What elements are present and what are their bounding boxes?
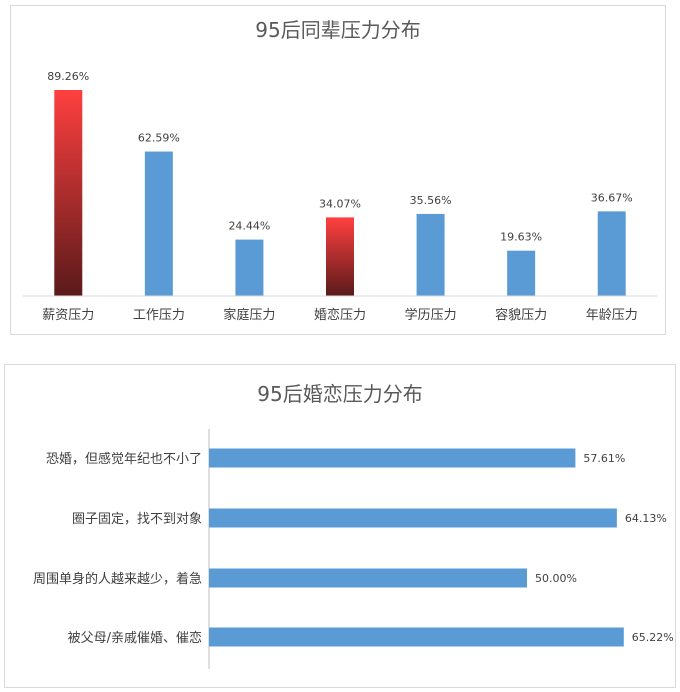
x-tick-label: 容貌压力 (495, 307, 547, 323)
bar (326, 217, 354, 296)
bar (209, 508, 617, 528)
data-label: 36.67% (591, 191, 633, 204)
marriage-pressure-plot: 57.61% 恐婚，但感觉年纪也不小了 64.13% 圈子固定，找不到对象 50.00%… (33, 429, 674, 669)
marriage-pressure-chart: 95后婚恋压力分布 57.61% 恐婚，但感觉年纪也不小了 64.13% 圈子固定，找… (4, 364, 676, 688)
bar (54, 90, 83, 296)
bar (597, 211, 626, 296)
bar (209, 568, 527, 588)
x-tick-label: 婚恋压力 (314, 307, 366, 323)
x-tick-label: 工作压力 (133, 308, 185, 323)
data-label: 50.00% (535, 572, 577, 585)
data-label: 24.44% (228, 220, 270, 233)
bar (144, 151, 173, 296)
data-label: 35.56% (410, 194, 452, 207)
data-label: 34.07% (319, 197, 361, 210)
y-tick-label: 被父母/亲戚催婚、催恋 (68, 630, 202, 646)
peer-pressure-chart: 95后同辈压力分布 89.26% 薪资压力 62.59% 工作压力 24.44% 家庭压力… (10, 5, 666, 335)
x-tick-label: 薪资压力 (42, 308, 94, 323)
y-tick-label: 恐婚，但感觉年纪也不小了 (46, 451, 202, 467)
data-label: 19.63% (500, 231, 542, 244)
chart-title: 95后同辈压力分布 (255, 18, 421, 42)
data-label: 64.13% (625, 512, 667, 525)
y-tick-label: 圈子固定，找不到对象 (72, 512, 202, 527)
bar (209, 448, 576, 468)
bar (235, 239, 264, 296)
chart-title: 95后婚恋压力分布 (257, 382, 423, 406)
x-tick-label: 家庭压力 (223, 307, 275, 323)
data-label: 62.59% (138, 132, 180, 145)
data-label: 65.22% (632, 631, 674, 644)
bar (416, 213, 445, 296)
x-tick-label: 学历压力 (405, 307, 457, 323)
y-tick-label: 周围单身的人越来越少，着急 (33, 571, 202, 587)
peer-pressure-plot: 89.26% 薪资压力 62.59% 工作压力 24.44% 家庭压力 34.07% 婚恋压力… (23, 70, 657, 323)
x-tick-label: 年龄压力 (586, 308, 638, 323)
bar (209, 627, 624, 647)
data-label: 89.26% (47, 70, 89, 83)
data-label: 57.61% (583, 452, 625, 465)
bar (507, 250, 536, 296)
